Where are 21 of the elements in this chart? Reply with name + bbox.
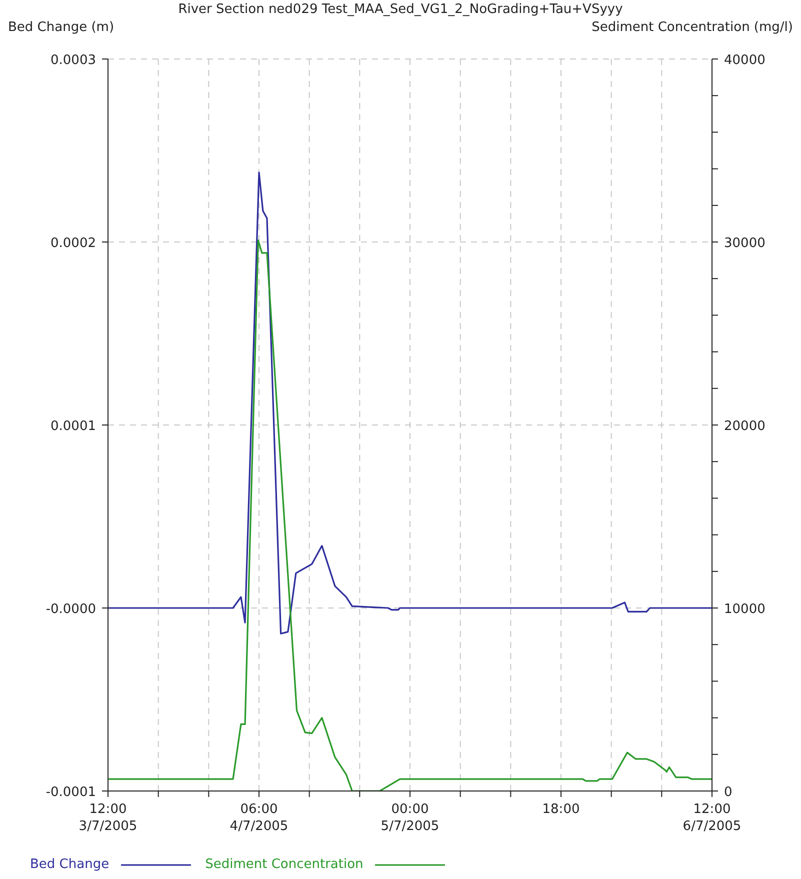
text: Sediment Concentration	[205, 857, 364, 872]
y2-tick-label: 10000	[724, 602, 766, 617]
y-axis-title: Bed Change (m)	[8, 20, 114, 35]
x-tick-label: 00:00 5/7/2005	[380, 802, 440, 834]
x-tick-label: 12:00 3/7/2005	[78, 802, 138, 834]
y2-tick-label: 30000	[724, 236, 766, 251]
y2-tick-label: 0	[724, 785, 732, 800]
y-tick-label: 0.0003	[50, 53, 96, 68]
line-series	[108, 172, 712, 634]
y-tick-label: 0.0001	[50, 419, 96, 434]
y-tick-label: -0.0001	[46, 785, 96, 800]
x-tick-label: 06:00 4/7/2005	[230, 802, 288, 834]
x-tick-label: 12:00 6/7/2005	[682, 802, 742, 834]
y2-axis-title: Sediment Concentration (mg/l)	[592, 20, 793, 35]
text: Bed Change	[30, 857, 110, 872]
y-tick-label: -0.0000	[46, 602, 96, 617]
y2-tick-label: 20000	[724, 419, 766, 434]
chart-title: River Section ned029 Test_MAA_Sed_VG1_2_NoGrading+Tau+VSyyy	[177, 2, 624, 17]
y-tick-label: 0.0002	[50, 236, 96, 251]
x-tick-label: 18:00	[542, 802, 580, 817]
y2-tick-label: 40000	[724, 53, 766, 68]
